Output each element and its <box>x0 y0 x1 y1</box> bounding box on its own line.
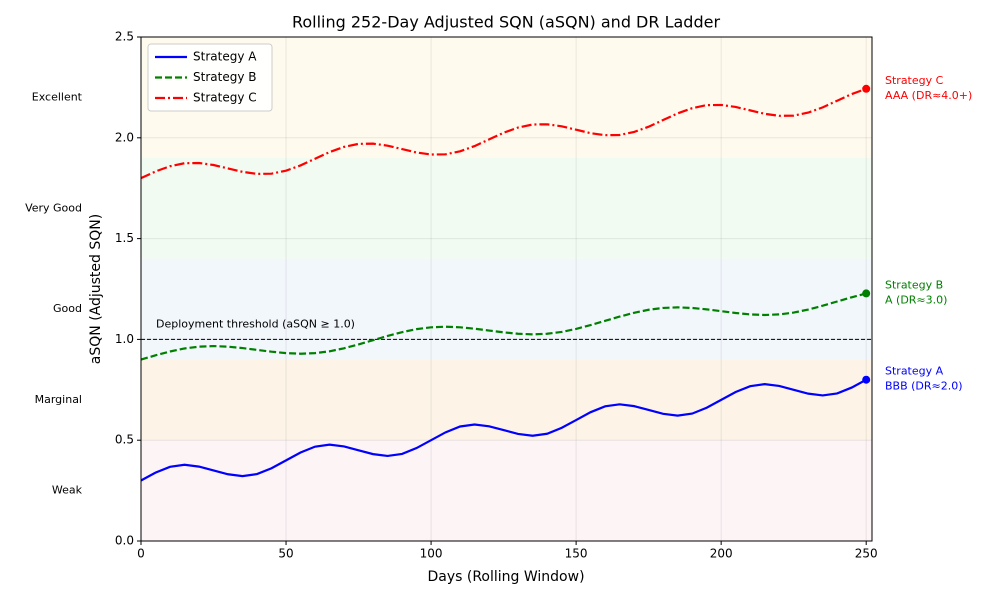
series-line <box>140 378 867 482</box>
band-label: Weak <box>52 484 83 497</box>
band-label: Marginal <box>35 393 82 406</box>
end-label-rating: AAA (DR≈4.0+) <box>885 89 972 102</box>
end-marker <box>862 289 871 298</box>
rating-band <box>141 258 872 360</box>
y-tick-label: 2.5 <box>115 30 134 44</box>
x-tick-label: 100 <box>420 547 443 561</box>
end-marker <box>862 84 871 93</box>
end-label-rating: A (DR≈3.0) <box>885 293 947 306</box>
end-label-name: Strategy B <box>885 278 943 291</box>
legend-label: Strategy C <box>193 91 257 105</box>
threshold-label: Deployment threshold (aSQN ≥ 1.0) <box>156 317 355 330</box>
y-axis-label: aSQN (Adjusted SQN) <box>88 214 104 364</box>
band-label: Excellent <box>32 90 83 103</box>
series-line <box>140 292 867 361</box>
y-tick-label: 1.0 <box>115 332 134 346</box>
rating-band <box>141 157 872 259</box>
end-label-rating: BBB (DR≈2.0) <box>885 380 963 393</box>
x-tick-label: 200 <box>710 547 733 561</box>
x-tick-label: 150 <box>565 547 588 561</box>
rating-band <box>141 440 872 541</box>
y-tick-label: 1.5 <box>115 231 134 245</box>
band-label: Very Good <box>25 201 82 214</box>
end-label-name: Strategy C <box>885 74 944 87</box>
x-tick-label: 250 <box>855 547 878 561</box>
x-axis-label: Days (Rolling Window) <box>427 569 584 585</box>
plot-frame <box>140 36 873 542</box>
legend-label: Strategy B <box>193 70 256 84</box>
x-tick-label: 50 <box>278 547 293 561</box>
band-label: Good <box>53 302 82 315</box>
y-tick-label: 0.5 <box>115 433 134 447</box>
rating-band <box>141 359 872 441</box>
series-line <box>140 87 867 180</box>
chart-title: Rolling 252-Day Adjusted SQN (aSQN) and … <box>292 13 720 32</box>
legend-box <box>147 43 273 112</box>
end-label-name: Strategy A <box>885 365 944 378</box>
y-tick-label: 0.0 <box>115 534 134 548</box>
end-marker <box>862 375 871 384</box>
x-tick-label: 0 <box>137 547 145 561</box>
y-tick-label: 2.0 <box>115 130 134 144</box>
legend-label: Strategy A <box>193 50 257 64</box>
